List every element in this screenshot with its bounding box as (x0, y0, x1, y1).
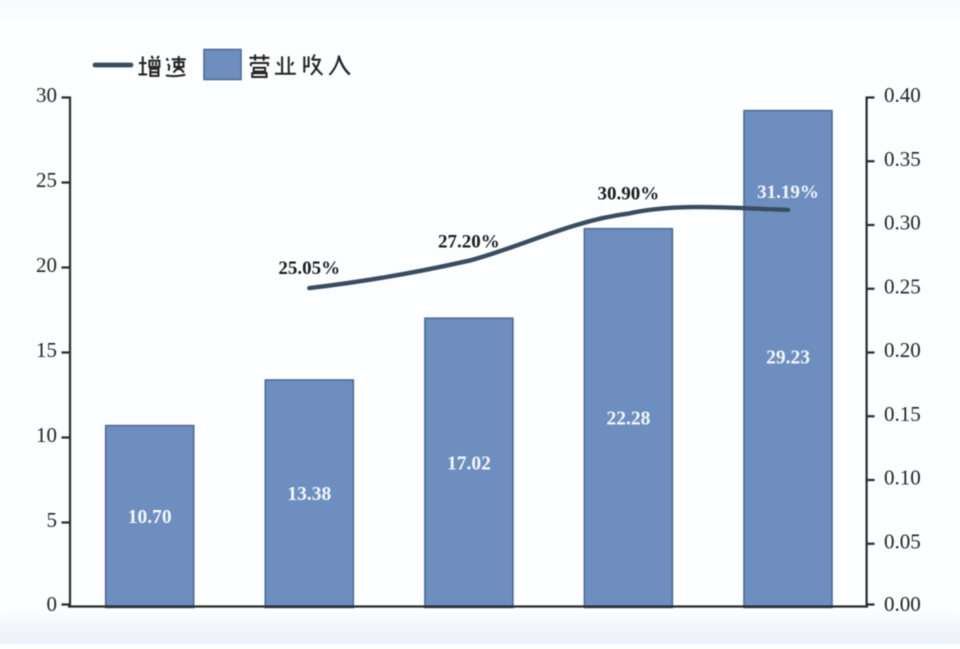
svg-text:0.15: 0.15 (884, 402, 921, 426)
svg-text:25.05%: 25.05% (278, 258, 340, 279)
svg-text:13.38: 13.38 (287, 484, 331, 505)
svg-text:0.40: 0.40 (884, 83, 921, 107)
svg-text:0.05: 0.05 (884, 529, 921, 553)
svg-text:5: 5 (47, 508, 58, 532)
svg-text:10.70: 10.70 (128, 507, 172, 528)
svg-text:27.20%: 27.20% (438, 232, 500, 253)
svg-text:25: 25 (36, 168, 57, 192)
svg-text:0.25: 0.25 (884, 274, 921, 298)
svg-text:20: 20 (36, 253, 57, 277)
svg-text:30: 30 (36, 83, 57, 107)
svg-text:0.00: 0.00 (884, 592, 921, 616)
svg-text:22.28: 22.28 (606, 409, 650, 430)
svg-text:31.19%: 31.19% (757, 182, 819, 203)
svg-text:0.20: 0.20 (884, 338, 921, 362)
svg-text:15: 15 (36, 338, 57, 362)
svg-text:0.30: 0.30 (884, 211, 921, 235)
svg-text:0.35: 0.35 (884, 147, 921, 171)
svg-text:17.02: 17.02 (447, 453, 491, 474)
svg-text:0: 0 (47, 592, 58, 616)
svg-text:10: 10 (36, 423, 57, 447)
svg-text:0.10: 0.10 (884, 466, 921, 490)
svg-text:29.23: 29.23 (766, 348, 810, 369)
svg-text:30.90%: 30.90% (598, 184, 660, 205)
